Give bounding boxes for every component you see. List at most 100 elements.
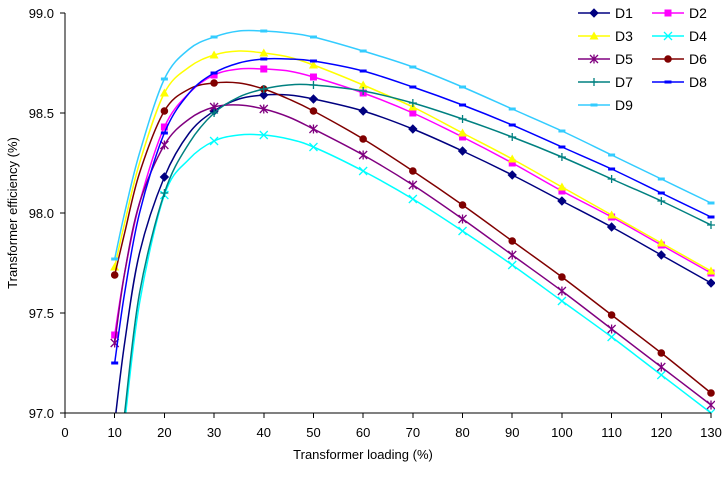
data-point-d7 bbox=[508, 133, 517, 141]
series-line-d1 bbox=[115, 93, 712, 413]
data-point-d1 bbox=[606, 222, 617, 232]
x-axis-title: Transformer loading (%) bbox=[293, 447, 433, 462]
data-point-d8 bbox=[260, 57, 268, 61]
data-point-d8 bbox=[111, 361, 119, 365]
data-point-d2 bbox=[558, 187, 566, 195]
x-tick-label: 80 bbox=[455, 425, 469, 440]
legend-label: D2 bbox=[689, 5, 707, 21]
legend-item-d6: D6 bbox=[652, 51, 707, 67]
data-point-d2 bbox=[508, 159, 516, 167]
data-point-d8 bbox=[558, 145, 566, 149]
series-d8 bbox=[111, 57, 715, 365]
data-point-d3 bbox=[159, 88, 169, 97]
y-tick-label: 98.5 bbox=[29, 106, 54, 121]
data-point-d6 bbox=[707, 389, 715, 397]
data-point-d5 bbox=[706, 400, 715, 410]
legend-label: D7 bbox=[615, 74, 633, 90]
data-point-d9 bbox=[210, 35, 218, 39]
data-point-d5 bbox=[607, 324, 617, 334]
data-point-d4 bbox=[408, 194, 418, 204]
y-tick-label: 97.0 bbox=[29, 406, 54, 421]
data-point-d6 bbox=[409, 167, 417, 175]
data-point-d9 bbox=[459, 85, 467, 89]
x-tick-label: 10 bbox=[107, 425, 121, 440]
data-point-d7 bbox=[458, 115, 467, 123]
legend-marker bbox=[664, 9, 672, 17]
data-point-d5 bbox=[358, 150, 368, 160]
data-point-d9 bbox=[359, 49, 367, 53]
axes-layer: 0 10 20 30 40 50 60 70 80 90 100 110 120 130 97.0 97.5 9… bbox=[5, 6, 722, 462]
data-point-d6 bbox=[558, 273, 566, 281]
x-tick-label: 70 bbox=[406, 425, 420, 440]
series-d9 bbox=[111, 29, 715, 261]
data-point-d7 bbox=[359, 87, 368, 95]
series-line-d4 bbox=[125, 133, 712, 413]
series-line-d6 bbox=[113, 81, 712, 394]
data-point-d3 bbox=[557, 182, 567, 191]
legend-label: D8 bbox=[689, 74, 707, 90]
data-point-d9 bbox=[111, 257, 119, 261]
data-point-d5 bbox=[309, 124, 318, 134]
x-tick-label: 60 bbox=[356, 425, 370, 440]
data-point-d6 bbox=[508, 237, 517, 245]
data-point-d3 bbox=[308, 60, 318, 69]
legend-item-d9: D9 bbox=[578, 97, 633, 113]
data-point-d9 bbox=[707, 201, 715, 205]
data-point-d7 bbox=[657, 197, 666, 205]
data-point-d9 bbox=[508, 107, 516, 111]
x-tick-label: 50 bbox=[306, 425, 320, 440]
data-point-d1 bbox=[457, 146, 468, 156]
x-tick-label: 30 bbox=[207, 425, 221, 440]
data-point-d7 bbox=[607, 175, 616, 183]
legend-item-d7: D7 bbox=[578, 74, 633, 90]
legend-marker bbox=[664, 80, 672, 84]
data-point-d6 bbox=[657, 349, 666, 357]
data-point-d5 bbox=[159, 140, 169, 150]
data-point-d6 bbox=[160, 107, 169, 115]
legend-item-d4: D4 bbox=[652, 28, 707, 44]
x-tick-label: 100 bbox=[551, 425, 573, 440]
data-point-d5 bbox=[408, 180, 418, 190]
data-point-d1 bbox=[706, 278, 715, 288]
data-point-d1 bbox=[656, 250, 667, 260]
legend-item-d1: D1 bbox=[578, 5, 633, 21]
data-point-d1 bbox=[507, 170, 517, 180]
data-point-d4 bbox=[209, 136, 219, 146]
data-point-d3 bbox=[656, 238, 666, 247]
series-line-d7 bbox=[123, 83, 712, 413]
series-d6 bbox=[110, 79, 715, 397]
legend-label: D5 bbox=[615, 51, 633, 67]
data-point-d4 bbox=[656, 370, 666, 380]
y-tick-label: 97.5 bbox=[29, 306, 54, 321]
data-point-d3 bbox=[209, 50, 219, 59]
data-point-d5 bbox=[458, 214, 467, 224]
data-point-d1 bbox=[358, 106, 368, 116]
data-point-d3 bbox=[607, 210, 617, 219]
data-point-d4 bbox=[557, 296, 567, 306]
data-point-d4 bbox=[259, 130, 269, 140]
legend-item-d3: D3 bbox=[578, 28, 633, 44]
data-point-d8 bbox=[707, 215, 715, 219]
x-tick-label: 20 bbox=[157, 425, 171, 440]
series-layer bbox=[110, 29, 715, 413]
legend-item-d8: D8 bbox=[652, 74, 707, 90]
data-point-d4 bbox=[358, 166, 368, 176]
series-d1 bbox=[115, 90, 715, 413]
x-tick-label: 0 bbox=[61, 425, 68, 440]
series-line-d5 bbox=[113, 104, 712, 406]
data-point-d6 bbox=[110, 271, 119, 279]
legend: D1 D2 D3 D4 D5 D6 D7 D8 D9 bbox=[578, 5, 707, 113]
data-point-d6 bbox=[210, 79, 218, 87]
series-d4 bbox=[125, 130, 715, 413]
legend-marker bbox=[590, 78, 598, 86]
data-point-d7 bbox=[408, 99, 417, 107]
data-point-d5 bbox=[557, 286, 567, 296]
data-point-d3 bbox=[358, 80, 368, 89]
data-point-d2 bbox=[160, 123, 168, 131]
data-point-d1 bbox=[557, 196, 567, 206]
data-point-d8 bbox=[459, 103, 467, 107]
legend-item-d2: D2 bbox=[652, 5, 707, 21]
data-point-d7 bbox=[259, 85, 268, 93]
